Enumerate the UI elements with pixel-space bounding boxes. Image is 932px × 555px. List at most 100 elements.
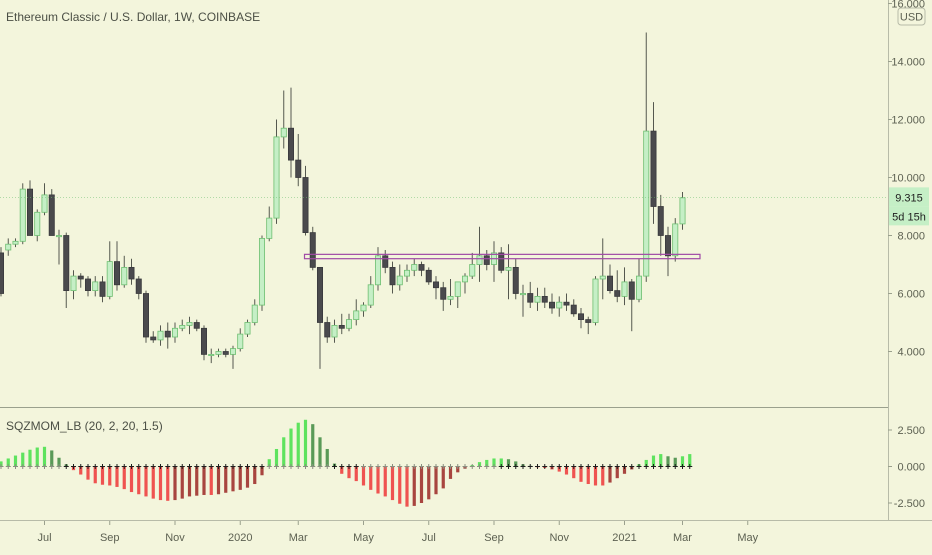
momentum-bar xyxy=(376,466,380,494)
candle-body xyxy=(63,235,70,291)
candle xyxy=(643,32,650,282)
momentum-bar xyxy=(514,461,518,467)
candle xyxy=(85,276,92,297)
candle xyxy=(578,308,585,329)
momentum-bar xyxy=(282,437,286,467)
candle-body xyxy=(396,275,403,286)
momentum-bar xyxy=(195,466,199,496)
candle xyxy=(99,276,106,303)
momentum-bar xyxy=(0,461,3,467)
time-tick-label: Mar xyxy=(673,532,692,544)
candle-body xyxy=(599,275,606,280)
momentum-bar xyxy=(608,466,612,483)
momentum-bar xyxy=(187,466,192,497)
candle-body xyxy=(360,304,367,312)
resistance-band-rect xyxy=(303,253,701,260)
candle xyxy=(520,284,527,317)
candle-body xyxy=(549,301,556,309)
candle-body xyxy=(614,290,621,297)
candle xyxy=(512,258,519,300)
candle xyxy=(186,316,193,335)
price-tick-label: 6.000 xyxy=(897,289,925,301)
candle-body xyxy=(563,301,570,306)
candle xyxy=(63,232,70,308)
momentum-bar xyxy=(79,466,83,475)
momentum-bar xyxy=(13,455,18,467)
candle xyxy=(672,218,679,262)
candle xyxy=(251,299,258,326)
momentum-bar xyxy=(253,466,257,485)
candle-body xyxy=(432,281,439,289)
momentum-bar xyxy=(615,466,619,479)
momentum-bar xyxy=(6,458,10,467)
momentum-bar xyxy=(108,466,112,486)
candle xyxy=(302,165,309,236)
candle xyxy=(200,325,207,361)
candle xyxy=(498,247,505,274)
time-tick-label: Mar xyxy=(289,532,308,544)
candle xyxy=(665,226,672,277)
candle-body xyxy=(374,255,381,286)
momentum-bar xyxy=(158,466,163,501)
momentum-bar xyxy=(659,454,663,467)
candle-body xyxy=(389,266,396,286)
momentum-bar xyxy=(354,466,358,482)
candle xyxy=(12,238,19,248)
candle xyxy=(128,258,135,285)
candle-body xyxy=(251,304,258,323)
momentum-bar xyxy=(202,466,206,495)
momentum-bar xyxy=(318,437,322,467)
candle xyxy=(353,299,360,326)
candle-body xyxy=(186,322,193,326)
momentum-bar xyxy=(412,466,416,506)
momentum-bar xyxy=(260,466,264,476)
candle-body xyxy=(287,127,294,161)
momentum-bar xyxy=(267,459,271,467)
candle-body xyxy=(498,252,505,271)
candle xyxy=(179,319,186,332)
chart-title: Ethereum Classic / U.S. Dollar, 1W, COIN… xyxy=(6,10,261,24)
candle-body xyxy=(99,281,106,297)
candle-body xyxy=(5,243,12,251)
candle-body xyxy=(280,127,287,138)
momentum-bar xyxy=(93,466,97,484)
price-tick-label: 14.000 xyxy=(891,57,925,69)
currency-badge xyxy=(897,7,926,26)
candle-body xyxy=(302,177,309,233)
candle xyxy=(650,102,657,224)
candle-body xyxy=(171,327,178,338)
candle-body xyxy=(316,266,323,323)
candle xyxy=(592,276,599,326)
candle-body xyxy=(222,351,229,355)
momentum-bar xyxy=(209,466,213,495)
countdown-label: 5d 15h xyxy=(892,211,926,223)
candle xyxy=(331,319,338,343)
candle-body xyxy=(295,159,302,178)
candle-body xyxy=(382,255,389,268)
candle xyxy=(345,313,352,332)
candle xyxy=(106,241,113,300)
candle-body xyxy=(418,264,425,271)
candle xyxy=(614,270,621,303)
momentum-histogram xyxy=(0,419,693,507)
momentum-bar xyxy=(122,466,126,490)
candle xyxy=(505,244,512,300)
candle xyxy=(563,293,570,311)
momentum-bar xyxy=(448,466,453,479)
last-price-label: 9.315 xyxy=(895,192,923,204)
candle-body xyxy=(193,322,200,329)
candle xyxy=(0,247,4,297)
momentum-bar xyxy=(86,466,90,480)
momentum-bar xyxy=(434,466,438,495)
candle-body xyxy=(331,324,338,338)
momentum-bar xyxy=(224,466,228,493)
momentum-bar xyxy=(231,466,235,492)
momentum-bar xyxy=(499,458,503,467)
candle-body xyxy=(56,235,63,238)
candle xyxy=(157,325,164,346)
momentum-bar xyxy=(303,419,308,467)
currency-label: USD xyxy=(900,12,923,24)
candle-body xyxy=(353,310,360,320)
candle-body xyxy=(157,330,164,341)
candle-body xyxy=(578,313,585,320)
